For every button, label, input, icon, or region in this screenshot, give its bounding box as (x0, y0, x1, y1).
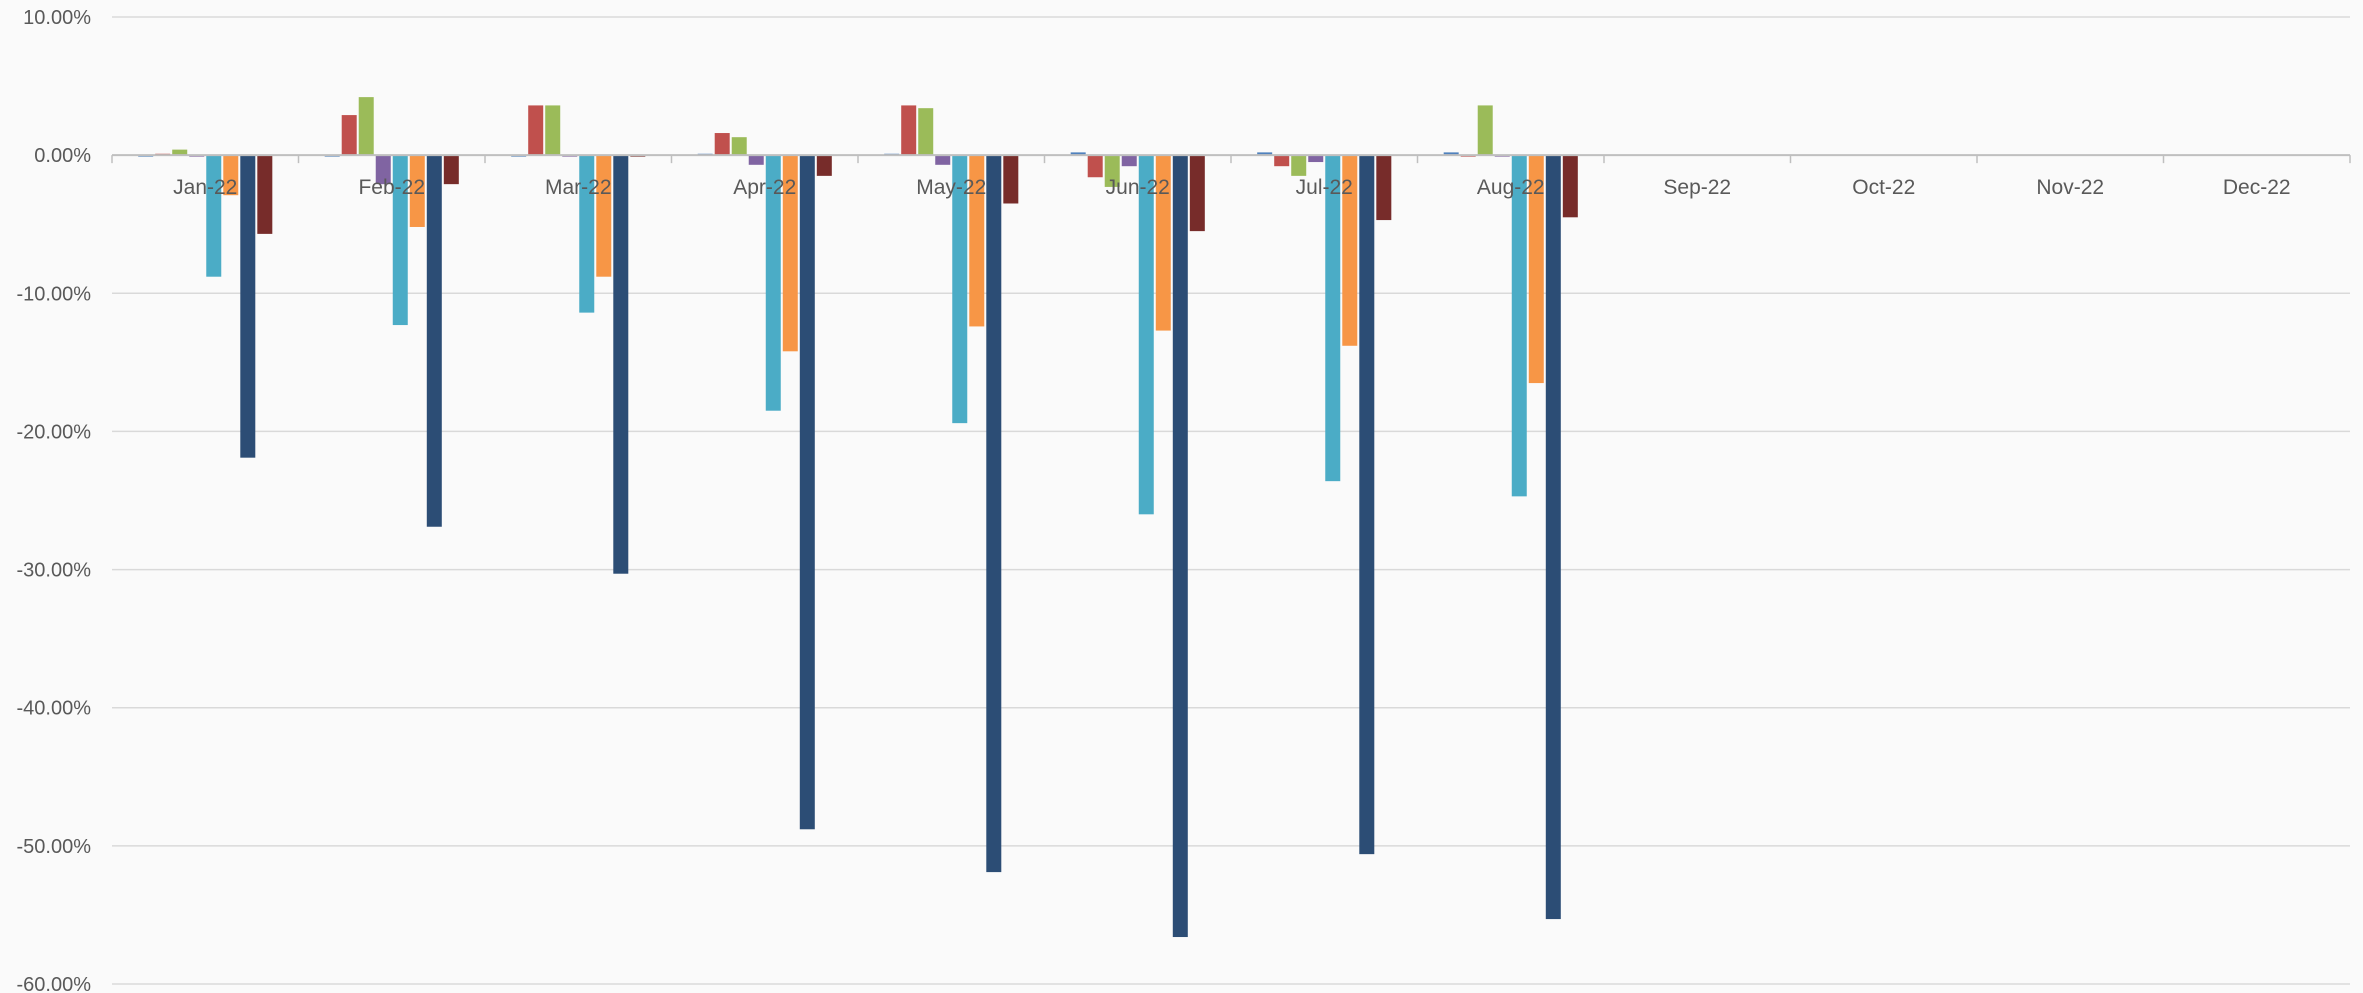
bar (426, 155, 442, 527)
bar (1477, 105, 1493, 156)
bar (1291, 155, 1307, 176)
x-tick-label: Nov-22 (2036, 176, 2104, 199)
y-tick-label: -60.00% (17, 974, 92, 993)
x-tick-label: Jan-22 (173, 176, 237, 199)
labels: 10.00% 0.00% -10.00% -20.00% -30.00% -40.00% -… (17, 7, 2291, 993)
bar (1528, 155, 1544, 384)
x-tick-label: Sep-22 (1663, 176, 1731, 199)
bar (1443, 152, 1459, 156)
bar (341, 115, 357, 156)
bar (358, 97, 374, 156)
bar (545, 105, 561, 156)
bar (1545, 155, 1561, 920)
bar (748, 155, 764, 165)
bar (1189, 155, 1205, 232)
bar (257, 155, 273, 234)
y-tick-label: -20.00% (17, 421, 92, 443)
y-tick-label: -30.00% (17, 560, 92, 582)
bar (1274, 155, 1290, 167)
bars (138, 97, 1578, 938)
bar (952, 155, 968, 424)
bar (1359, 155, 1375, 855)
bar (1087, 155, 1103, 178)
bar (1155, 155, 1171, 331)
bar (579, 155, 595, 313)
bar (1121, 155, 1137, 167)
bar (409, 155, 425, 227)
bar (901, 105, 917, 156)
bar (1325, 155, 1341, 482)
x-tick-label: Mar-22 (545, 176, 612, 199)
bar (1003, 155, 1019, 204)
y-tick-label: -10.00% (17, 283, 92, 305)
y-tick-label: 10.00% (23, 7, 91, 29)
bar (1172, 155, 1188, 938)
bar (1257, 152, 1273, 156)
bar (816, 155, 832, 176)
x-tick-label: Jun-22 (1106, 176, 1170, 199)
bar (918, 108, 934, 156)
bar (782, 155, 798, 352)
x-tick-label: Dec-22 (2223, 176, 2291, 199)
bar (1342, 155, 1358, 346)
bar (1104, 155, 1120, 187)
bar (223, 155, 239, 196)
bar (206, 155, 222, 277)
y-tick-label: 0.00% (34, 145, 91, 167)
bar (240, 155, 256, 458)
x-tick-label: Aug-22 (1477, 176, 1545, 199)
bar (613, 155, 629, 574)
bar (765, 155, 781, 411)
bar (969, 155, 985, 327)
x-tick-label: Apr-22 (733, 176, 796, 199)
bar (1138, 155, 1154, 515)
y-tick-label: -50.00% (17, 836, 92, 858)
bar (1511, 155, 1527, 497)
bar (528, 105, 544, 156)
gridlines (112, 16, 2350, 985)
bar (443, 155, 459, 185)
bar (596, 155, 612, 277)
bar (172, 149, 188, 156)
bar (375, 155, 391, 185)
bar (1376, 155, 1392, 221)
x-tick-label: May-22 (916, 176, 986, 199)
bar (1562, 155, 1578, 218)
bar (986, 155, 1002, 873)
bar (799, 155, 815, 830)
bar (392, 155, 408, 326)
bar (1070, 152, 1086, 156)
bar (714, 133, 730, 156)
x-tick-label: Jul-22 (1296, 176, 1353, 199)
y-tick-label: -40.00% (17, 698, 92, 720)
axes (111, 154, 2351, 164)
bar (1308, 155, 1324, 163)
bar (731, 137, 747, 156)
x-tick-label: Feb-22 (358, 176, 425, 199)
x-tick-label: Oct-22 (1852, 176, 1915, 199)
bar (935, 155, 951, 165)
